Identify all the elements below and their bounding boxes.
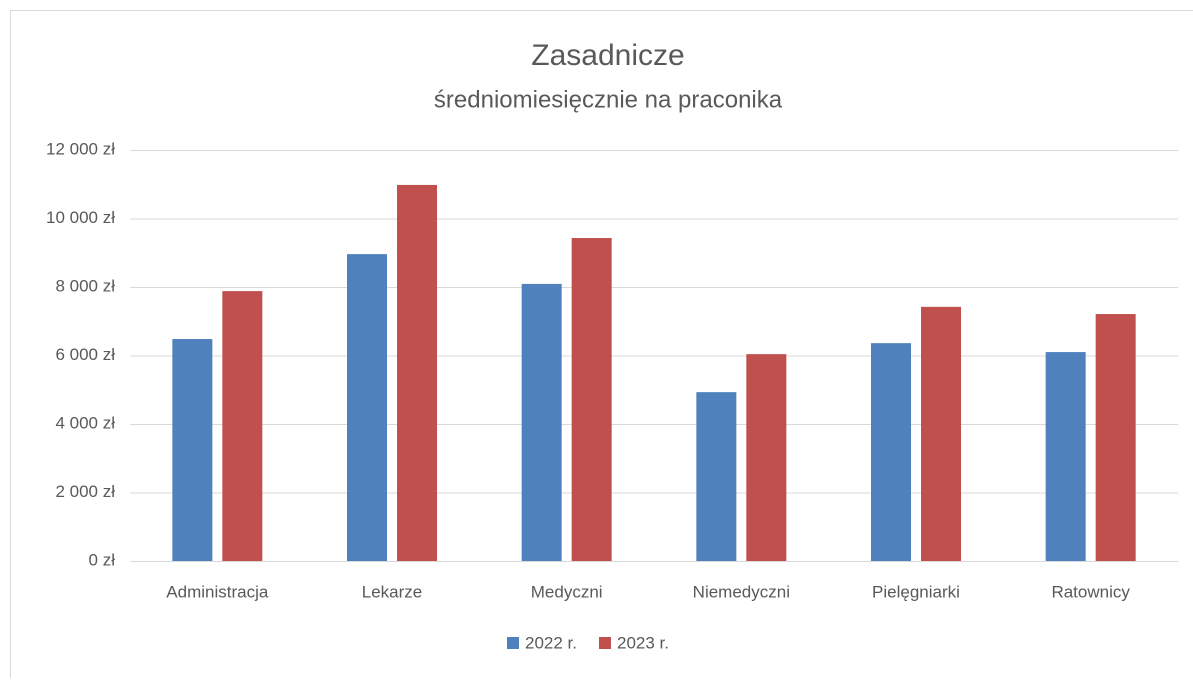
bar <box>1046 352 1086 561</box>
x-tick-label: Lekarze <box>362 582 422 601</box>
bar <box>746 354 786 561</box>
bar <box>1096 314 1136 561</box>
y-tick-label: 12 000 zł <box>46 139 115 158</box>
legend-label: 2022 r. <box>525 633 577 652</box>
legend-swatch <box>507 637 519 649</box>
bar <box>696 392 736 561</box>
bar <box>572 238 612 561</box>
chart-title: Zasadnicze <box>531 39 684 72</box>
bar <box>172 339 212 561</box>
y-tick-label: 10 000 zł <box>46 208 115 227</box>
x-tick-label: Administracja <box>166 582 269 601</box>
x-tick-label: Pielęgniarki <box>872 582 960 601</box>
x-tick-label: Medyczni <box>531 582 603 601</box>
y-tick-label: 8 000 zł <box>55 276 115 295</box>
bar <box>397 185 437 561</box>
bar <box>522 284 562 561</box>
bar <box>871 343 911 561</box>
x-tick-label: Ratownicy <box>1051 582 1130 601</box>
y-tick-label: 2 000 zł <box>55 482 115 501</box>
chart-subtitle: średniomiesięcznie na praconika <box>434 86 783 113</box>
legend-label: 2023 r. <box>617 633 669 652</box>
bar <box>347 254 387 561</box>
legend-swatch <box>599 637 611 649</box>
y-tick-label: 0 zł <box>89 550 116 569</box>
y-tick-label: 6 000 zł <box>55 345 115 364</box>
x-tick-label: Niemedyczni <box>693 582 790 601</box>
bar <box>222 291 262 561</box>
y-tick-label: 4 000 zł <box>55 413 115 432</box>
bar <box>921 307 961 561</box>
